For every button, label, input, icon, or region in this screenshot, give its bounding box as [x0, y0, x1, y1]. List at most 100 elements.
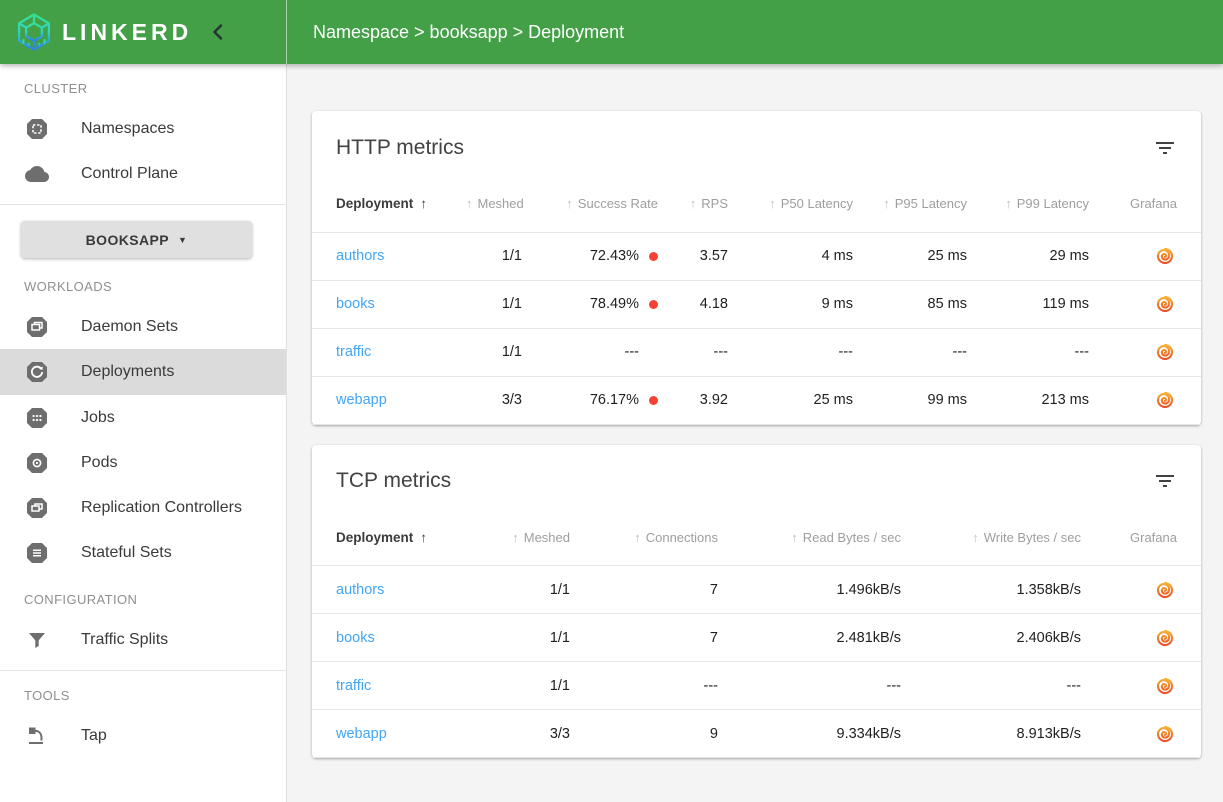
deployment-link[interactable]: traffic [336, 677, 372, 694]
meshed-value: 1/1 [466, 613, 570, 662]
rps-value: 4.18 [658, 280, 728, 329]
grafana-icon[interactable] [1155, 294, 1175, 314]
http-metrics-card: HTTP metrics Deployment ↑ ↑ Meshed ↑ Succes… [312, 111, 1201, 425]
namespace-selector-label: BOOKSAPP [85, 231, 169, 248]
column-header-grafana: Grafana [1081, 509, 1201, 566]
sidebar-item-traffic-splits[interactable]: Traffic Splits [0, 617, 286, 662]
success-rate-cell: --- [522, 328, 658, 377]
sort-arrow-icon: ↑ [972, 529, 979, 545]
tcp-metrics-table: Deployment ↑ ↑ Meshed ↑ Connections ↑ Read B… [312, 509, 1201, 758]
meshed-value: 3/3 [466, 709, 570, 758]
column-header-read-bytes[interactable]: ↑ Read Bytes / sec [718, 509, 901, 566]
chevron-down-icon: ▼ [178, 234, 188, 245]
section-label-tools: TOOLS [24, 688, 70, 703]
read-bytes-value: 2.481kB/s [718, 613, 901, 662]
meshed-value: 1/1 [466, 328, 522, 377]
sidebar-item-tap[interactable]: Tap [0, 713, 286, 758]
namespaces-icon [25, 117, 49, 141]
divider [0, 670, 286, 671]
section-label-configuration: CONFIGURATION [24, 592, 138, 607]
sidebar-item-replication-controllers[interactable]: Replication Controllers [0, 485, 286, 530]
meshed-value: 3/3 [466, 376, 522, 425]
p95-value: 25 ms [853, 232, 967, 281]
table-row: books 1/1 78.49% 4.18 9 ms 85 ms 119 ms [312, 280, 1201, 329]
column-header-meshed[interactable]: ↑ Meshed [466, 509, 570, 566]
column-header-rps[interactable]: ↑ RPS [658, 176, 728, 233]
sidebar-item-jobs[interactable]: Jobs [0, 395, 286, 440]
success-rate-cell: 76.17% [522, 376, 658, 425]
replication-controllers-icon [25, 496, 49, 520]
tap-icon [25, 724, 49, 748]
grafana-icon[interactable] [1155, 580, 1175, 600]
grafana-icon[interactable] [1155, 342, 1175, 362]
connections-value: 7 [570, 565, 718, 614]
rps-value: 3.57 [658, 232, 728, 281]
connections-value: --- [570, 661, 718, 710]
table-row: books 1/1 7 2.481kB/s 2.406kB/s [312, 613, 1201, 662]
linkerd-logo-icon[interactable] [13, 11, 55, 53]
write-bytes-value: 1.358kB/s [901, 565, 1081, 614]
p99-value: 29 ms [967, 232, 1089, 281]
sidebar-item-control-plane[interactable]: Control Plane [0, 151, 286, 196]
jobs-icon [25, 406, 49, 430]
chevron-left-icon [206, 20, 230, 44]
sidebar-item-label: Deployments [81, 363, 175, 380]
sort-arrow-icon: ↑ [466, 196, 473, 212]
status-dot [649, 251, 658, 261]
success-rate-cell: 78.49% [522, 280, 658, 329]
deployment-link[interactable]: traffic [336, 344, 372, 360]
table-row: traffic 1/1 --- --- --- [312, 661, 1201, 710]
filter-icon[interactable] [1153, 469, 1177, 493]
cloud-icon [25, 162, 49, 186]
grafana-icon[interactable] [1155, 246, 1175, 266]
logo-text[interactable]: LINKERD [62, 18, 193, 45]
filter-icon[interactable] [1153, 136, 1177, 160]
connections-value: 9 [570, 709, 718, 758]
sidebar-item-stateful-sets[interactable]: Stateful Sets [0, 530, 286, 575]
p50-value: 4 ms [728, 232, 853, 281]
p99-value: --- [967, 328, 1089, 377]
sidebar-collapse-button[interactable] [206, 20, 230, 44]
column-header-connections[interactable]: ↑ Connections [570, 509, 718, 566]
connections-value: 7 [570, 613, 718, 662]
table-row: webapp 3/3 76.17% 3.92 25 ms 99 ms 213 m… [312, 376, 1201, 425]
deployment-link[interactable]: books [336, 296, 375, 312]
namespace-selector-button[interactable]: BOOKSAPP ▼ [21, 221, 252, 258]
deployment-link[interactable]: webapp [336, 392, 387, 408]
column-header-meshed[interactable]: ↑ Meshed [466, 176, 524, 233]
deployment-link[interactable]: authors [336, 581, 385, 598]
deployment-link[interactable]: books [336, 629, 375, 646]
tcp-metrics-title: TCP metrics [336, 469, 452, 492]
column-header-deployment[interactable]: Deployment ↑ [312, 176, 466, 233]
sidebar-item-pods[interactable]: Pods [0, 440, 286, 485]
column-header-write-bytes[interactable]: ↑ Write Bytes / sec [901, 509, 1081, 566]
deployment-link[interactable]: webapp [336, 725, 387, 742]
grafana-icon[interactable] [1155, 390, 1175, 410]
column-header-p95-latency[interactable]: ↑ P95 Latency [853, 176, 967, 233]
breadcrumb: Namespace > booksapp > Deployment [313, 21, 625, 42]
deployment-link[interactable]: authors [336, 248, 385, 264]
sidebar-item-daemon-sets[interactable]: Daemon Sets [0, 304, 286, 349]
read-bytes-value: 1.496kB/s [718, 565, 901, 614]
column-header-deployment[interactable]: Deployment ↑ [312, 509, 466, 566]
status-dot [649, 395, 658, 405]
grafana-icon[interactable] [1155, 676, 1175, 696]
read-bytes-value: --- [718, 661, 901, 710]
grafana-icon[interactable] [1155, 724, 1175, 744]
column-header-p99-latency[interactable]: ↑ P99 Latency [967, 176, 1089, 233]
grafana-icon[interactable] [1155, 628, 1175, 648]
sidebar-item-deployments[interactable]: Deployments [0, 349, 286, 395]
column-header-p50-latency[interactable]: ↑ P50 Latency [728, 176, 853, 233]
sort-asc-icon: ↑ [420, 196, 428, 212]
http-metrics-table: Deployment ↑ ↑ Meshed ↑ Success Rate ↑ RPS ↑… [312, 176, 1201, 425]
app-bar: LINKERD Namespace > booksapp > Deploymen… [0, 0, 1223, 64]
column-header-success-rate[interactable]: ↑ Success Rate [522, 176, 658, 233]
sidebar-item-namespaces[interactable]: Namespaces [0, 106, 286, 151]
meshed-value: 1/1 [466, 565, 570, 614]
sort-arrow-icon: ↑ [1005, 196, 1012, 212]
deployments-icon [25, 360, 49, 384]
sort-arrow-icon: ↑ [791, 529, 798, 545]
sort-arrow-icon: ↑ [689, 196, 697, 212]
sidebar: CLUSTER Namespaces Control Plane BOOKSAP… [0, 64, 287, 802]
success-rate-cell: 72.43% [522, 232, 658, 281]
